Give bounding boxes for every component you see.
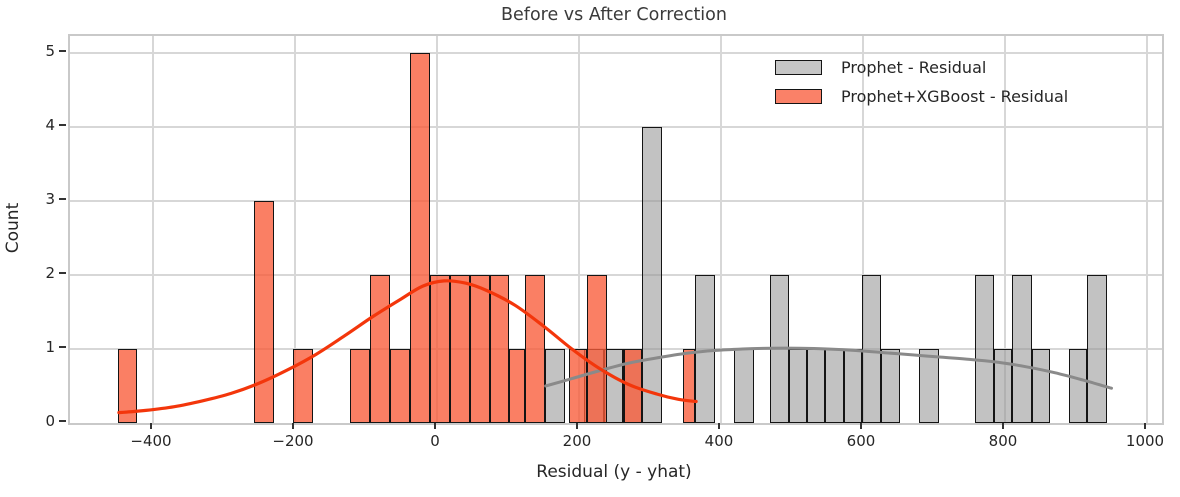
- gridline-vertical: [720, 36, 722, 423]
- histogram-bar-prophet: [861, 275, 882, 423]
- x-tick-label: −400: [130, 432, 172, 450]
- x-tick-label: 400: [704, 432, 734, 450]
- histogram-bar-prophet-xgboost: [569, 349, 587, 423]
- y-tick-mark: [59, 198, 66, 200]
- y-tick-label: 5: [45, 42, 55, 60]
- legend-item-prophet-xgboost: Prophet+XGBoost - Residual: [775, 86, 1069, 106]
- x-tick-mark: [1002, 423, 1004, 429]
- x-tick-mark: [434, 423, 436, 429]
- x-tick-mark: [292, 423, 294, 429]
- x-tick-mark: [576, 423, 578, 429]
- histogram-bar-prophet-xgboost: [489, 275, 509, 423]
- histogram-bar-prophet-xgboost: [390, 349, 410, 423]
- histogram-bar-prophet-xgboost: [449, 275, 470, 423]
- y-tick-label: 1: [45, 338, 55, 356]
- x-tick-mark: [860, 423, 862, 429]
- histogram-bar-prophet-xgboost: [292, 349, 313, 423]
- x-tick-label: 200: [562, 432, 592, 450]
- kde-line-prophet-xgboost: [117, 279, 698, 415]
- x-tick-mark: [718, 423, 720, 429]
- histogram-bar-prophet-xgboost: [525, 275, 545, 423]
- gridline-vertical: [1146, 36, 1148, 423]
- plot-area: Prophet - Residual Prophet+XGBoost - Res…: [68, 34, 1164, 425]
- y-tick-mark: [59, 272, 66, 274]
- histogram-bar-prophet-xgboost: [117, 349, 138, 423]
- y-tick-label: 4: [45, 116, 55, 134]
- histogram-bar-prophet: [919, 349, 939, 423]
- histogram-bar-prophet-xgboost: [253, 201, 274, 423]
- y-tick-label: 2: [45, 264, 55, 282]
- y-tick-mark: [59, 420, 66, 422]
- histogram-bar-prophet-xgboost: [508, 349, 526, 423]
- x-axis-label: Residual (y - yhat): [536, 462, 692, 482]
- x-tick-label: −200: [272, 432, 314, 450]
- x-tick-mark: [1144, 423, 1146, 429]
- x-tick-label: 1000: [1125, 432, 1165, 450]
- y-tick-label: 0: [45, 412, 55, 430]
- legend-label-prophet-xgboost: Prophet+XGBoost - Residual: [841, 86, 1069, 106]
- legend-label-prophet: Prophet - Residual: [841, 57, 987, 77]
- histogram-bar-prophet-xgboost: [410, 53, 430, 423]
- gridline-vertical: [294, 36, 296, 423]
- histogram-bar-prophet-xgboost: [370, 275, 391, 423]
- kde-line-prophet: [544, 346, 1113, 390]
- y-axis-label: Count: [3, 202, 23, 254]
- gridline-vertical: [578, 36, 580, 423]
- legend-item-prophet: Prophet - Residual: [775, 57, 987, 77]
- legend-swatch-prophet-xgboost: [775, 88, 822, 104]
- histogram-bar-prophet: [1068, 349, 1087, 423]
- histogram-bar-prophet-xgboost: [429, 275, 450, 423]
- chart-title: Before vs After Correction: [501, 5, 727, 25]
- y-tick-mark: [59, 346, 66, 348]
- histogram-bar-prophet: [993, 349, 1013, 423]
- gridline-vertical: [436, 36, 438, 423]
- kde-layer: [117, 279, 1113, 415]
- histogram-bar-prophet-xgboost: [586, 275, 607, 423]
- legend-swatch-prophet: [775, 59, 822, 75]
- x-tick-mark: [150, 423, 152, 429]
- y-tick-label: 3: [45, 190, 55, 208]
- histogram-bar-prophet: [881, 349, 900, 423]
- gridline-vertical: [862, 36, 864, 423]
- y-tick-mark: [59, 124, 66, 126]
- y-tick-mark: [59, 50, 66, 52]
- histogram-bar-prophet: [1012, 275, 1032, 423]
- gridline-horizontal: [70, 274, 1162, 276]
- histogram-bar-prophet: [642, 127, 663, 423]
- gridline-vertical: [1004, 36, 1006, 423]
- histogram-bar-prophet-xgboost: [350, 349, 371, 423]
- gridline-vertical: [152, 36, 154, 423]
- gridline-horizontal: [70, 52, 1162, 54]
- gridline-horizontal: [70, 126, 1162, 128]
- histogram-bar-prophet: [975, 275, 994, 423]
- histogram-bar-prophet-xgboost: [469, 275, 490, 423]
- gridline-horizontal: [70, 200, 1162, 202]
- x-tick-label: 0: [430, 432, 440, 450]
- x-tick-label: 800: [988, 432, 1018, 450]
- x-tick-label: 600: [846, 432, 876, 450]
- histogram-bar-prophet-xgboost: [682, 349, 696, 423]
